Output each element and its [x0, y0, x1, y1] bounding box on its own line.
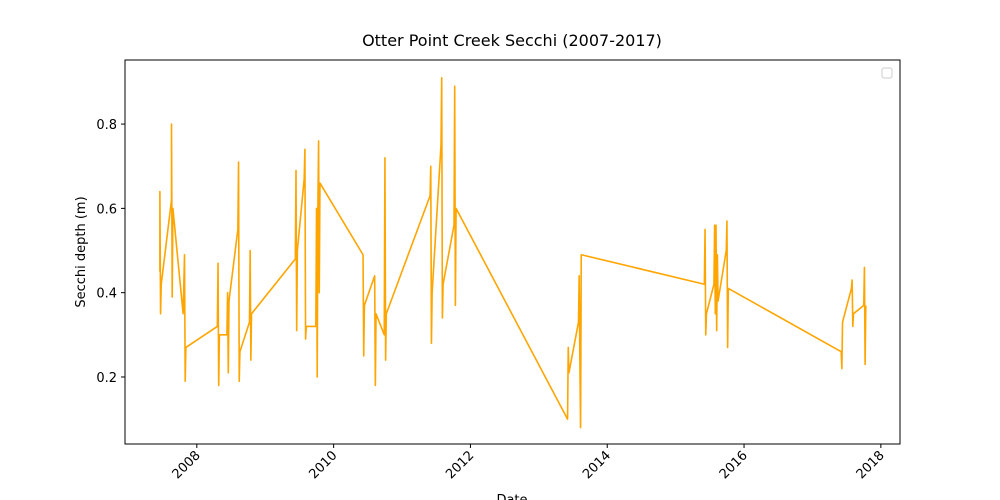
x-tick-label: 2008 — [170, 448, 204, 482]
x-tick-label: 2014 — [580, 448, 614, 482]
y-tick-label: 0.6 — [96, 202, 117, 217]
x-tick-label: 2018 — [854, 448, 888, 482]
x-tick-label: 2016 — [717, 448, 751, 482]
y-tick-label: 0.2 — [96, 371, 117, 386]
x-axis-label: Date — [496, 493, 527, 500]
y-tick-label: 0.8 — [96, 118, 117, 133]
plot-frame — [124, 59, 901, 445]
y-axis-label: Secchi depth (m) — [74, 196, 89, 307]
legend-box — [881, 67, 893, 79]
x-tick-label: 2010 — [306, 448, 340, 482]
y-tick-label: 0.4 — [96, 287, 117, 302]
data-line — [159, 76, 867, 429]
chart-title: Otter Point Creek Secchi (2007-2017) — [362, 31, 662, 50]
x-tick-label: 2012 — [443, 448, 477, 482]
